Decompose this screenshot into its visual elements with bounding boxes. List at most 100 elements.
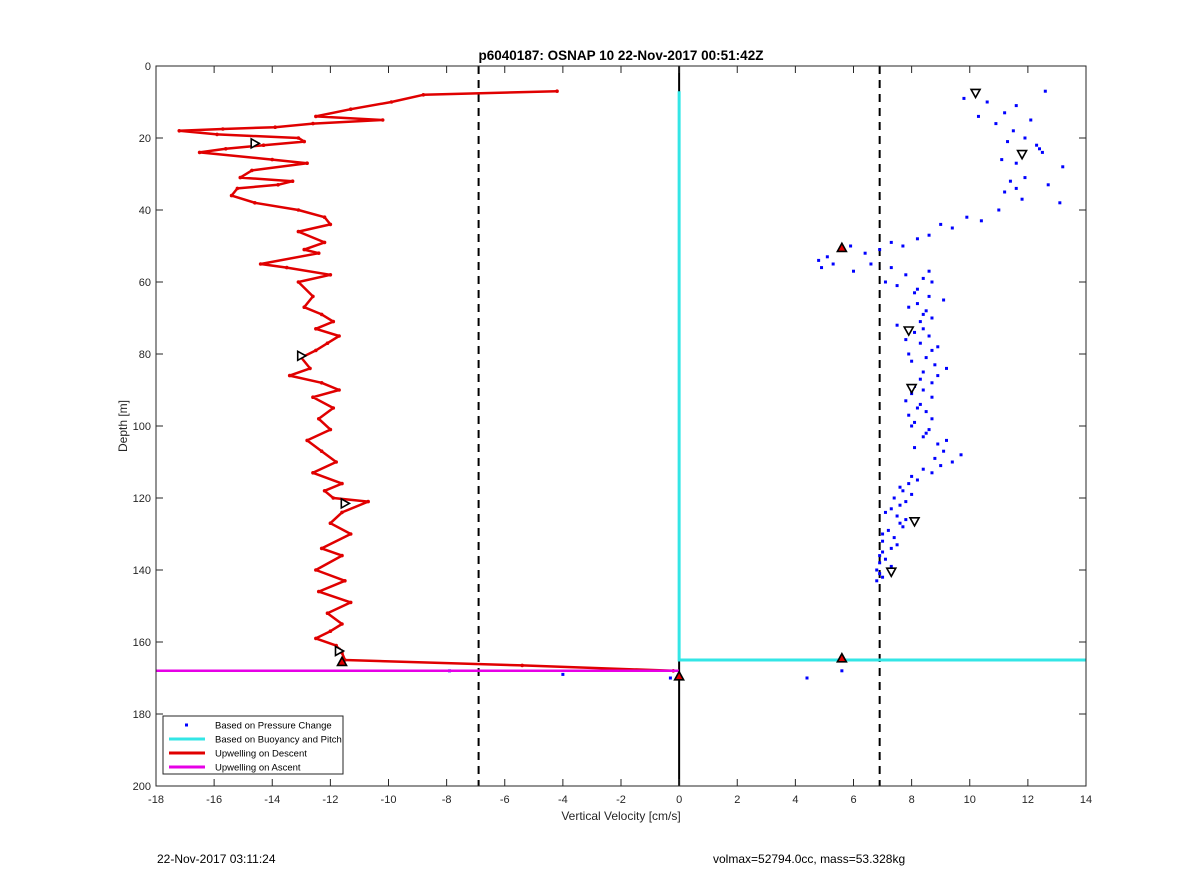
pressure-change-point bbox=[939, 464, 943, 468]
descent-point bbox=[287, 373, 292, 378]
descent-point bbox=[316, 417, 321, 421]
legend-swatch-points bbox=[185, 723, 188, 727]
pressure-change-point bbox=[1003, 190, 1007, 194]
pressure-change-point bbox=[895, 323, 899, 327]
pressure-change-point bbox=[907, 413, 911, 417]
pressure-change-point bbox=[913, 420, 917, 424]
descent-point bbox=[340, 553, 344, 558]
descent-point bbox=[322, 240, 327, 245]
descent-point bbox=[221, 127, 225, 131]
pressure-change-point bbox=[878, 248, 882, 252]
pressure-change-point bbox=[913, 291, 917, 295]
pressure-change-point bbox=[904, 500, 908, 504]
descent-point bbox=[311, 395, 315, 400]
pressure-change-point bbox=[875, 579, 879, 583]
descent-point bbox=[311, 294, 315, 299]
pressure-change-point bbox=[901, 525, 905, 529]
descent-point bbox=[325, 341, 330, 346]
pressure-change-point bbox=[921, 370, 925, 374]
pressure-change-point bbox=[942, 449, 946, 453]
descent-point bbox=[325, 611, 330, 615]
y-axis-label: Depth [m] bbox=[116, 400, 130, 452]
descent-point bbox=[520, 663, 524, 668]
pressure-change-point bbox=[831, 262, 835, 266]
pressure-change-point bbox=[889, 546, 893, 550]
pressure-change-point bbox=[945, 366, 948, 370]
descent-point bbox=[273, 125, 277, 129]
buoyancy-pitch-line bbox=[677, 91, 1086, 662]
y-tick-label: 20 bbox=[139, 133, 151, 145]
footer-summary: volmax=52794.0cc, mass=53.328kg bbox=[713, 852, 906, 866]
x-tick-label: 14 bbox=[1080, 794, 1092, 806]
pressure-change-point bbox=[895, 284, 899, 288]
x-tick-label: 12 bbox=[1022, 794, 1034, 806]
descent-point bbox=[223, 147, 228, 151]
x-tick-label: -2 bbox=[616, 794, 626, 806]
pressure-change-point bbox=[910, 492, 914, 496]
descent-point bbox=[319, 546, 324, 551]
pressure-change-point bbox=[936, 374, 940, 378]
pressure-change-point bbox=[1011, 129, 1015, 133]
pressure-change-point bbox=[849, 244, 853, 248]
descent-point bbox=[331, 319, 336, 324]
descent-point bbox=[340, 510, 344, 515]
x-tick-label: 8 bbox=[909, 794, 915, 806]
pressure-change-point bbox=[921, 388, 925, 392]
pressure-change-point bbox=[927, 233, 931, 237]
descent-point bbox=[296, 208, 301, 212]
descent-point bbox=[331, 406, 336, 410]
plot-area bbox=[156, 66, 1086, 786]
descent-point bbox=[322, 215, 327, 219]
pressure-change-point bbox=[942, 298, 946, 302]
x-tick-label: -12 bbox=[322, 794, 338, 806]
pressure-change-point bbox=[886, 528, 890, 532]
descent-point bbox=[331, 496, 336, 500]
pressure-change-point bbox=[863, 251, 867, 255]
legend: Based on Pressure Change Based on Buoyanc… bbox=[162, 715, 344, 775]
pressure-change-point bbox=[939, 222, 943, 226]
pressure-change-point bbox=[924, 410, 928, 414]
pressure-change-point bbox=[892, 496, 896, 500]
pressure-change-point bbox=[994, 122, 998, 126]
triangle-marker bbox=[340, 497, 352, 510]
descent-point bbox=[296, 280, 301, 284]
x-tick-label: -8 bbox=[442, 794, 452, 806]
legend-box bbox=[162, 715, 344, 775]
pressure-change-point bbox=[881, 539, 885, 543]
triangle-marker bbox=[296, 349, 308, 362]
descent-point bbox=[334, 460, 338, 464]
x-tick-label: -10 bbox=[381, 794, 397, 806]
pressure-change-point bbox=[875, 568, 879, 572]
triangle-marker bbox=[250, 137, 261, 150]
pressure-change-point bbox=[979, 219, 983, 223]
triangle-marker bbox=[885, 567, 898, 578]
pressure-change-point bbox=[915, 237, 919, 241]
pressure-change-point bbox=[915, 302, 919, 306]
x-tick-label: 4 bbox=[792, 794, 798, 806]
series-layer bbox=[156, 66, 1086, 786]
x-tick-label: -16 bbox=[206, 794, 222, 806]
pressure-change-point bbox=[881, 575, 885, 579]
descent-point bbox=[270, 157, 275, 162]
pressure-change-point bbox=[1029, 118, 1033, 122]
descent-point bbox=[314, 568, 318, 572]
descent-point bbox=[305, 161, 309, 165]
x-tick-label: 2 bbox=[734, 794, 740, 806]
pressure-change-point bbox=[1014, 104, 1018, 108]
triangle-marker bbox=[905, 383, 918, 395]
descent-point bbox=[308, 366, 312, 371]
pressure-change-point bbox=[1043, 89, 1047, 93]
pressure-change-point bbox=[921, 435, 925, 439]
pressure-change-point bbox=[927, 334, 931, 338]
pressure-change-point bbox=[1023, 136, 1027, 140]
pressure-change-point bbox=[1040, 150, 1044, 154]
descent-point bbox=[319, 381, 324, 385]
pressure-change-point bbox=[915, 406, 919, 410]
descent-point bbox=[555, 89, 559, 93]
pressure-change-point bbox=[904, 273, 908, 277]
pressure-change-point bbox=[930, 417, 934, 421]
y-tick-label: 40 bbox=[139, 205, 151, 217]
x-tick-label: -18 bbox=[148, 794, 164, 806]
pressure-change-point bbox=[904, 399, 908, 403]
